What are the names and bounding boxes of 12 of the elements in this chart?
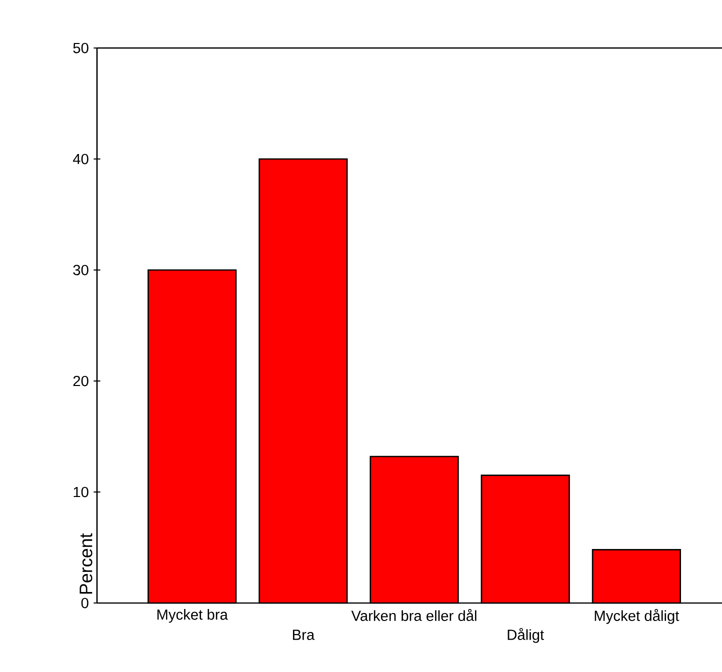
x-tick-label: Mycket dåligt (594, 609, 680, 624)
y-tick-label: 30 (73, 264, 88, 276)
y-tick-label: 50 (73, 42, 88, 54)
y-tick-label: 40 (72, 154, 88, 164)
x-tick-label: Varken bra eller dål (351, 609, 476, 622)
y-tick-label: 10 (74, 486, 88, 498)
x-tick-label: Dåligt (508, 628, 544, 643)
x-tick-label: Mycket bra (157, 609, 228, 623)
x-tick-label: Bra (292, 630, 315, 640)
y-tick-label: 20 (73, 376, 88, 386)
y-tick-label: 0 (81, 598, 88, 608)
y-axis-title: Percent (80, 533, 92, 594)
